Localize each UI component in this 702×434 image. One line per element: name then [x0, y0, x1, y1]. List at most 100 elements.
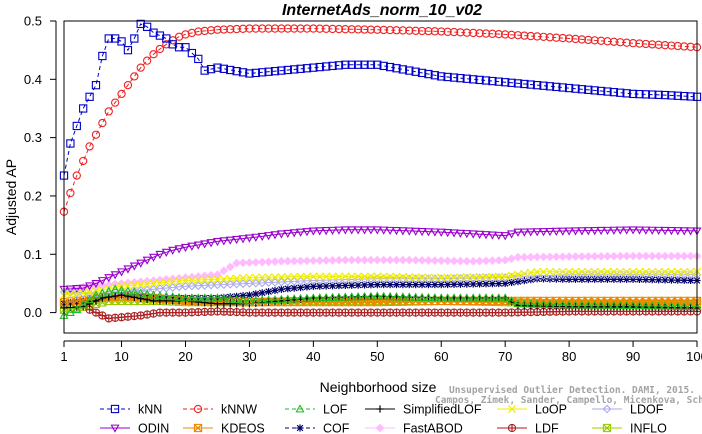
- data-point: [494, 256, 504, 265]
- data-point: [545, 267, 554, 276]
- data-point: [162, 297, 170, 305]
- data-point: [629, 267, 638, 276]
- data-point: [123, 46, 133, 55]
- data-point: [353, 60, 363, 69]
- data-point: [302, 256, 312, 266]
- data-point: [628, 39, 638, 48]
- series-line: [63, 23, 698, 176]
- data-point: [187, 242, 197, 251]
- data-point: [226, 300, 234, 308]
- data-point: [226, 25, 235, 34]
- data-point: [673, 227, 683, 236]
- data-point: [456, 74, 465, 83]
- data-point: [130, 281, 139, 290]
- data-point: [302, 272, 311, 281]
- data-point: [213, 300, 222, 308]
- data-point: [533, 267, 542, 276]
- data-point: [462, 74, 471, 83]
- data-point: [482, 280, 490, 288]
- data-point: [200, 281, 210, 290]
- data-point: [161, 291, 171, 300]
- legend-item-knn: kNN: [100, 403, 162, 417]
- data-point: [232, 295, 242, 304]
- data-point: [155, 31, 165, 40]
- data-point: [78, 284, 88, 293]
- data-point: [187, 48, 197, 58]
- data-point: [193, 293, 203, 302]
- data-point: [667, 91, 676, 100]
- data-point: [577, 35, 587, 44]
- data-point: [635, 89, 644, 99]
- data-point: [634, 226, 644, 235]
- data-point: [219, 274, 228, 284]
- data-point: [577, 267, 586, 276]
- data-point: [545, 227, 555, 237]
- data-point: [97, 288, 107, 297]
- legend-marker: [602, 423, 612, 433]
- data-point: [302, 228, 312, 237]
- data-point: [245, 24, 254, 33]
- data-point: [302, 293, 312, 302]
- data-point: [162, 278, 171, 287]
- data-point: [642, 275, 650, 284]
- data-point: [92, 297, 100, 305]
- data-point: [628, 89, 638, 99]
- data-point: [366, 25, 376, 34]
- data-point: [488, 76, 497, 86]
- data-point: [500, 255, 510, 265]
- data-point: [405, 272, 414, 282]
- data-point: [213, 280, 222, 290]
- data-point: [296, 256, 305, 266]
- data-point: [379, 255, 389, 265]
- data-point: [437, 72, 446, 81]
- data-point: [200, 26, 209, 36]
- data-point: [341, 60, 350, 69]
- data-point: [335, 282, 343, 290]
- y-axis: 0.0 0.1 0.2 0.3 0.4 0.5: [24, 14, 57, 320]
- data-point: [219, 266, 229, 276]
- data-point: [225, 279, 235, 289]
- data-point: [328, 226, 338, 235]
- data-point: [213, 63, 222, 72]
- data-point: [136, 286, 146, 295]
- data-point: [372, 291, 382, 300]
- data-point: [507, 271, 516, 280]
- data-point: [475, 75, 484, 85]
- data-point: [373, 272, 382, 281]
- data-point: [635, 39, 644, 48]
- data-point: [462, 273, 471, 282]
- data-point: [456, 273, 465, 282]
- data-point: [348, 281, 356, 289]
- data-point: [481, 256, 491, 266]
- data-point: [641, 267, 650, 276]
- data-point: [481, 272, 491, 281]
- x-tick-label: 70: [498, 349, 512, 364]
- data-point: [430, 293, 440, 302]
- data-point: [155, 290, 165, 300]
- data-point: [596, 300, 606, 309]
- data-point: [206, 64, 216, 74]
- data-point: [193, 272, 203, 281]
- data-point: [475, 29, 484, 38]
- data-point: [302, 24, 312, 33]
- data-point: [392, 255, 401, 265]
- data-point: [238, 258, 248, 268]
- data-point: [680, 42, 689, 51]
- data-point: [174, 292, 184, 301]
- data-point: [283, 65, 292, 75]
- data-point: [148, 290, 159, 299]
- data-point: [85, 295, 95, 304]
- data-point: [411, 67, 420, 76]
- data-point: [258, 273, 267, 282]
- data-point: [628, 251, 638, 261]
- data-point: [366, 274, 376, 284]
- data-point: [487, 293, 497, 302]
- data-point: [456, 256, 465, 266]
- data-point: [532, 299, 542, 308]
- data-point: [616, 267, 625, 276]
- series-loop: [59, 267, 702, 300]
- data-point: [174, 282, 184, 292]
- data-point: [264, 295, 274, 304]
- data-point: [354, 272, 363, 281]
- data-point: [372, 255, 382, 265]
